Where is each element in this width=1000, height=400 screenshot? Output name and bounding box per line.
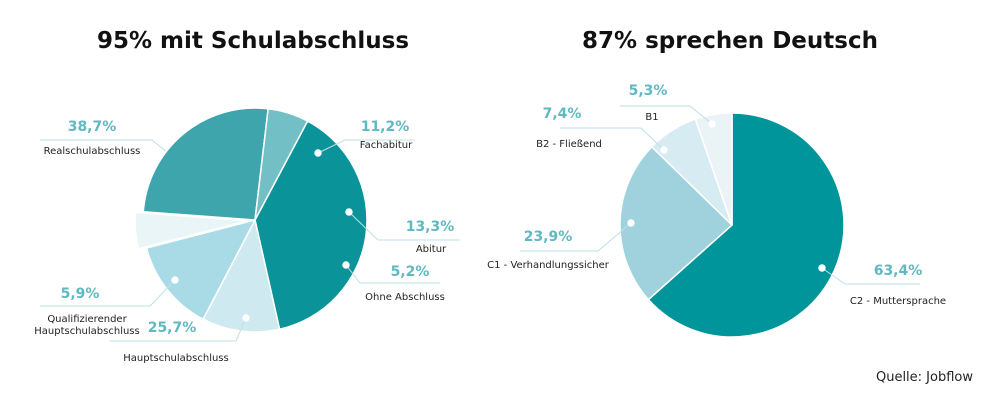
pie2-label-b2-fliessend: B2 - Fließend — [536, 139, 602, 150]
pie2-value-b2-fliessend: 7,4% — [543, 106, 582, 122]
pie-chart-school: 38,7% Realschulabschluss 11,2% Fachabitur 13… — [34, 107, 460, 364]
pie2-dot-c1-verhandlungssicher — [627, 219, 635, 227]
pie2-value-c1-verhandlungssicher: 23,9% — [524, 229, 573, 245]
pie1-label-hauptschulabschluss: Hauptschulabschluss — [123, 353, 228, 364]
pie1-slice-qualifizierender-hauptschulabschluss — [254, 107, 309, 221]
pie1-value-abitur: 13,3% — [406, 219, 455, 235]
pie1-leader-ohne-abschluss — [345, 264, 440, 284]
pie1-dot-ohne-abschluss — [342, 261, 350, 269]
source-label: Quelle: Jobflow — [876, 370, 973, 385]
pie2-dot-c2-muttersprache — [818, 264, 826, 272]
pie2-leader-b2-fliessend — [560, 127, 665, 151]
pie2-leader-b1 — [620, 105, 713, 125]
chart-1-title: 95% mit Schulabschluss — [97, 28, 409, 54]
pie1-label-ohne-abschluss: Ohne Abschluss — [365, 292, 445, 303]
pie1-leader-hauptschulabschluss — [110, 317, 247, 342]
pie2-dot-b2-fliessend — [660, 146, 668, 154]
pie2-leader-c1-verhandlungssicher — [520, 222, 632, 252]
pie1-dot-hauptschulabschluss — [242, 314, 250, 322]
pie1-value-realschulabschluss: 38,7% — [68, 119, 117, 135]
pie1-value-fachabitur: 11,2% — [361, 119, 410, 135]
pie1-slice-ohne-abschluss — [134, 211, 248, 250]
pie2-label-c1-verhandlungssicher: C1 - Verhandlungssicher — [487, 260, 610, 271]
pie1-leader-qualifizierender-hauptschulabschluss — [40, 279, 176, 307]
pie2-dot-b1 — [708, 120, 716, 128]
pie1-slice-hauptschulabschluss — [142, 107, 270, 221]
pie1-value-qualifizierender-hauptschulabschluss: 5,9% — [61, 286, 100, 302]
pie1-leader-abitur — [348, 211, 460, 241]
pie1-dot-abitur — [345, 208, 353, 216]
pie1-dot-qualifizierender-hauptschulabschluss — [171, 276, 179, 284]
pie1-label-realschulabschluss: Realschulabschluss — [44, 146, 141, 157]
pie2-slice-b1 — [694, 112, 733, 226]
pie2-slice-c2-muttersprache — [647, 112, 845, 338]
pie2-value-c2-muttersprache: 63,4% — [874, 263, 923, 279]
pie1-label-qualifizierender-hauptschulabschluss-line1: Qualifizierender — [47, 314, 127, 325]
pie2-value-b1: 5,3% — [629, 83, 668, 99]
pie1-dot-fachabitur — [314, 149, 322, 157]
pie2-leader-c2-muttersprache — [821, 267, 920, 285]
pie1-value-ohne-abschluss: 5,2% — [391, 264, 430, 280]
chart-2-title: 87% sprechen Deutsch — [582, 28, 878, 54]
pie1-leader-fachabitur — [317, 139, 415, 154]
pie1-label-abitur: Abitur — [416, 244, 447, 255]
pie1-value-hauptschulabschluss: 25,7% — [148, 320, 197, 336]
pie-chart-german: 63,4% C2 - Muttersprache 23,9% C1 - Verhand… — [487, 83, 946, 338]
pie1-slice-realschulabschluss — [254, 120, 368, 331]
pie2-slice-c1-verhandlungssicher — [619, 145, 734, 301]
pie2-label-b1: B1 — [645, 112, 658, 123]
pie2-label-c2-muttersprache: C2 - Muttersprache — [850, 296, 946, 307]
pie1-label-qualifizierender-hauptschulabschluss-line2: Hauptschulabschluss — [34, 326, 139, 337]
pie1-label-fachabitur: Fachabitur — [360, 140, 413, 151]
pie1-slice-abitur — [145, 218, 257, 321]
